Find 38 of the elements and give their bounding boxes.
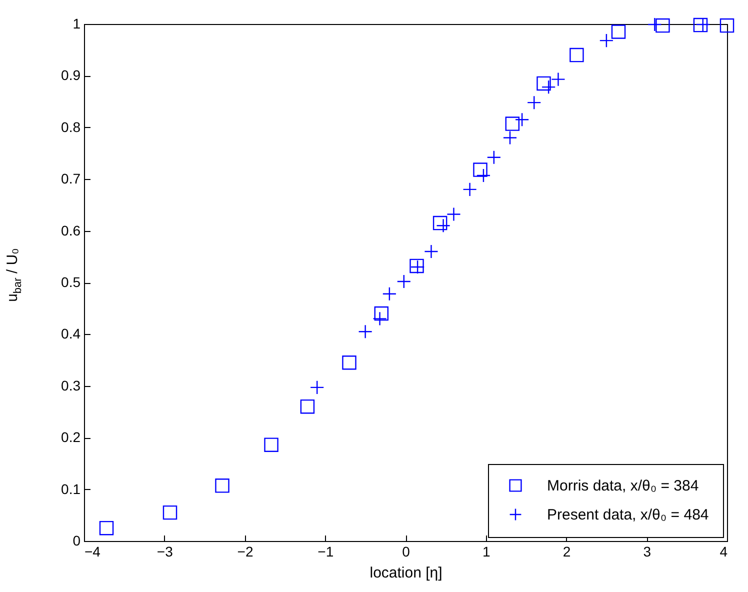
point (215, 478, 230, 493)
point (342, 356, 356, 370)
x-tick-label: 4 (720, 544, 728, 560)
point (432, 216, 448, 230)
point (536, 76, 551, 91)
x-tick-label: 1 (482, 544, 490, 560)
x-tick-label: −2 (237, 544, 254, 560)
point (99, 520, 114, 536)
y-tick-label: 0.2 (61, 429, 81, 446)
y-tick-label: 0.5 (61, 274, 81, 290)
legend-label: Present data, x/θ₀ = 484 (547, 506, 709, 524)
point (374, 306, 389, 321)
x-tick-label: 0 (402, 544, 410, 560)
point (611, 24, 626, 39)
point (473, 162, 488, 177)
x-tick-label: −1 (318, 544, 334, 560)
y-tick-label: 0.7 (61, 170, 81, 187)
x-tick-label: −4 (84, 544, 101, 560)
point (656, 18, 670, 33)
y-tick-label: 0.1 (61, 480, 81, 497)
point (505, 116, 520, 131)
y-tick-label: 1 (72, 16, 81, 32)
y-tick-label: 0.4 (61, 326, 81, 342)
x-tick-label: 2 (562, 544, 571, 560)
point (720, 18, 734, 33)
point (300, 399, 315, 414)
y-tick-label: 0.6 (61, 222, 81, 238)
point (570, 48, 584, 62)
x-tick-label: −3 (156, 544, 174, 560)
point (162, 505, 178, 520)
y-tick-label: 0 (72, 532, 81, 548)
legend-label: Morris data, x/θ₀ = 384 (547, 478, 699, 494)
x-axis-title: location [η] (370, 564, 442, 582)
y-tick-label: 0.9 (61, 67, 81, 84)
y-tick-label: 0.8 (61, 118, 81, 135)
point (264, 438, 278, 452)
y-tick-label: 0.3 (61, 377, 81, 394)
x-tick-label: 3 (643, 544, 652, 560)
